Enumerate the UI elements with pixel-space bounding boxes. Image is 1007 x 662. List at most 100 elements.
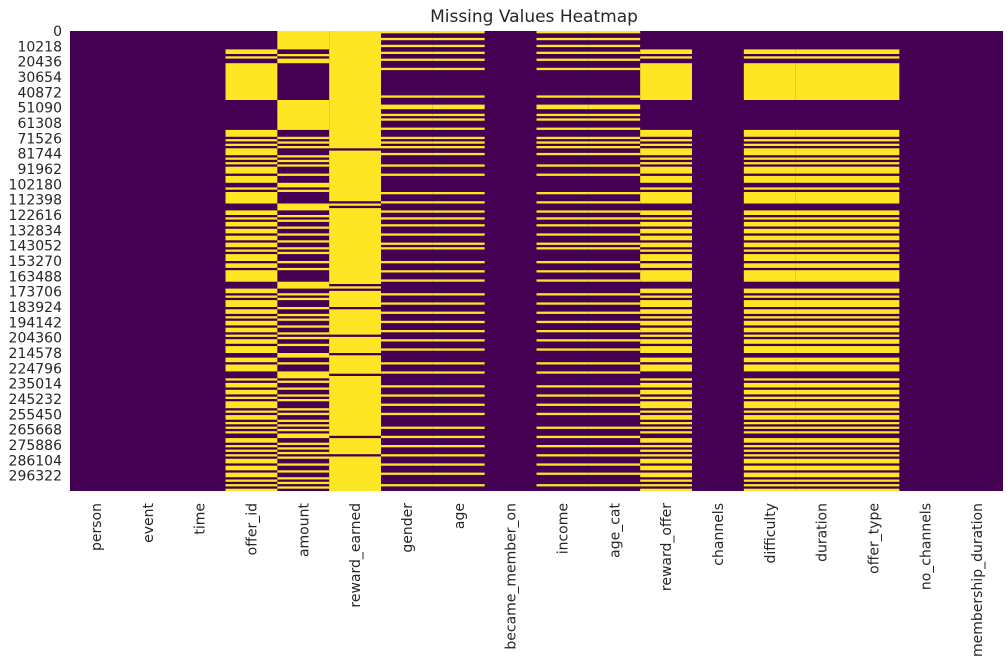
heatmap-cell-missing — [277, 219, 330, 222]
heatmap-cell-missing — [277, 318, 330, 321]
y-tick-label: 112398 — [9, 193, 62, 209]
heatmap-cell-missing — [640, 217, 692, 220]
heatmap-cell-missing — [795, 316, 848, 319]
y-tick-label: 91962 — [17, 162, 62, 178]
y-tick-label: 51090 — [17, 101, 62, 117]
heatmap-cell-missing — [536, 95, 589, 98]
heatmap-cell-missing — [381, 146, 433, 149]
heatmap-cell-missing — [795, 449, 848, 452]
heatmap-cell-missing — [640, 129, 692, 137]
heatmap-cell-missing — [225, 327, 278, 333]
heatmap-cell-missing — [381, 279, 433, 282]
y-tick-label: 122616 — [9, 208, 63, 224]
heatmap-cell-missing — [795, 484, 848, 487]
heatmap-cell-missing — [743, 438, 796, 443]
heatmap-cell-missing — [847, 346, 900, 353]
heatmap-cell-missing — [640, 364, 692, 372]
heatmap-cell-missing — [588, 484, 641, 487]
heatmap-cell-missing — [225, 242, 278, 248]
heatmap-cell-missing — [536, 247, 589, 250]
heatmap-cell-missing — [381, 242, 433, 245]
heatmap-cell-missing — [432, 302, 485, 305]
heatmap-cell-missing — [588, 472, 641, 475]
heatmap-cell-missing — [277, 261, 330, 264]
heatmap-cell-missing — [277, 447, 330, 450]
heatmap-cell-missing — [640, 187, 692, 190]
heatmap-cell-missing — [536, 394, 589, 397]
heatmap-cell-missing — [536, 104, 589, 110]
heatmap-cell-missing — [381, 31, 433, 34]
heatmap-cell-missing — [795, 221, 848, 227]
heatmap-cell-missing — [795, 187, 848, 190]
heatmap-cell-missing — [536, 173, 589, 176]
heatmap-cell-missing — [640, 382, 692, 388]
x-tick-label-person: person — [89, 503, 105, 551]
heatmap-cell-missing — [277, 433, 330, 439]
heatmap-cell-missing — [381, 118, 433, 121]
heatmap-cell-missing — [432, 454, 485, 457]
heatmap-cell-missing — [225, 249, 278, 252]
heatmap-cell-missing — [277, 412, 330, 416]
heatmap-cell-missing — [225, 263, 278, 268]
heatmap-cell-missing — [847, 339, 900, 344]
heatmap-cell-missing — [536, 472, 589, 475]
heatmap-cell-missing — [847, 242, 900, 248]
heatmap-cell-missing — [381, 371, 433, 374]
heatmap-cell-missing — [795, 458, 848, 464]
heatmap-cell-missing — [225, 484, 278, 487]
heatmap-cell-missing — [277, 182, 330, 188]
heatmap-cell-missing — [743, 249, 796, 252]
heatmap-cell-missing — [588, 146, 641, 149]
x-tick-label-offer_id: offer_id — [244, 503, 260, 555]
heatmap-cell-missing — [277, 226, 330, 229]
heatmap-cell-missing — [432, 146, 485, 149]
heatmap-cell-missing — [743, 295, 796, 298]
heatmap-cell-missing — [640, 389, 692, 395]
heatmap-cell-missing — [588, 242, 641, 245]
heatmap-cell-missing — [381, 403, 433, 406]
heatmap-cell-missing — [536, 484, 589, 487]
heatmap-cell-missing — [795, 217, 848, 220]
heatmap-column-amount — [277, 31, 330, 489]
heatmap-cell-missing — [847, 228, 900, 234]
heatmap-cell-missing — [588, 339, 641, 342]
heatmap-cell-missing — [743, 270, 796, 282]
heatmap-cell-missing — [640, 484, 692, 487]
heatmap-cell-missing — [640, 488, 692, 491]
heatmap-cell-missing — [536, 403, 589, 406]
heatmap-cell-missing — [225, 346, 278, 353]
heatmap-cell-missing — [588, 127, 641, 130]
heatmap-cell-missing — [329, 309, 381, 335]
heatmap-cell-missing — [432, 348, 485, 351]
heatmap-cell-missing — [432, 141, 485, 144]
heatmap-cell-missing — [640, 410, 692, 413]
heatmap-cell-missing — [381, 270, 433, 273]
y-tick-label: 163488 — [9, 269, 62, 285]
x-tick-label-duration: duration — [815, 503, 831, 562]
heatmap-cell-missing — [432, 173, 485, 176]
heatmap-cell-missing — [225, 465, 278, 471]
heatmap-cell-missing — [381, 233, 433, 236]
heatmap-cell-missing — [743, 309, 796, 314]
heatmap-cell-missing — [277, 428, 330, 432]
heatmap-cell-missing — [640, 378, 692, 381]
heatmap-cell-missing — [588, 44, 641, 48]
heatmap-cell-missing — [795, 295, 848, 298]
heatmap-cell-missing — [536, 217, 589, 220]
heatmap-cell-missing — [381, 412, 433, 416]
heatmap-cell-missing — [277, 387, 330, 390]
heatmap-cell-missing — [381, 136, 433, 140]
y-tick-label: 265668 — [9, 423, 62, 439]
heatmap-cell-missing — [743, 143, 796, 146]
heatmap-cell-missing — [225, 148, 278, 156]
heatmap-cell-missing — [588, 412, 641, 416]
heatmap-cell-missing — [847, 187, 900, 190]
heatmap-cell-missing — [536, 127, 589, 130]
y-tick-label: 245232 — [9, 392, 62, 408]
heatmap-cell-missing — [381, 454, 433, 457]
heatmap-cell-missing — [847, 166, 900, 174]
heatmap-cell-missing — [588, 233, 641, 236]
heatmap-cell-missing — [329, 286, 381, 289]
heatmap-cell-missing — [743, 389, 796, 395]
heatmap-cell-missing — [743, 175, 796, 183]
